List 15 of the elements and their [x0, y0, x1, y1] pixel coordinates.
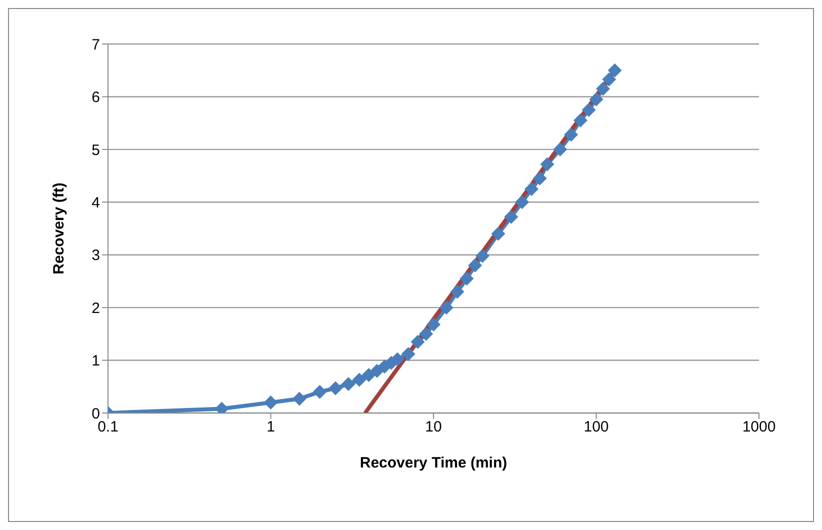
y-axis-title: Recovery (ft): [50, 182, 68, 274]
y-tick-label: 1: [92, 352, 100, 370]
x-tick-label: 0.1: [98, 418, 118, 436]
y-tick-label: 3: [92, 247, 100, 264]
x-tick-label: 100: [584, 418, 609, 436]
x-tick-label: 1000: [742, 418, 776, 436]
y-tick-label: 6: [92, 89, 100, 106]
y-tick-label: 0: [92, 405, 100, 422]
x-tick-label: 10: [425, 418, 442, 436]
y-tick-label: 7: [92, 36, 100, 54]
x-axis-title: Recovery Time (min): [360, 454, 508, 472]
y-tick-label: 4: [92, 194, 100, 212]
y-tick-label: 2: [92, 300, 100, 317]
y-tick-label: 5: [92, 142, 100, 159]
x-tick-label: 1: [266, 418, 275, 436]
